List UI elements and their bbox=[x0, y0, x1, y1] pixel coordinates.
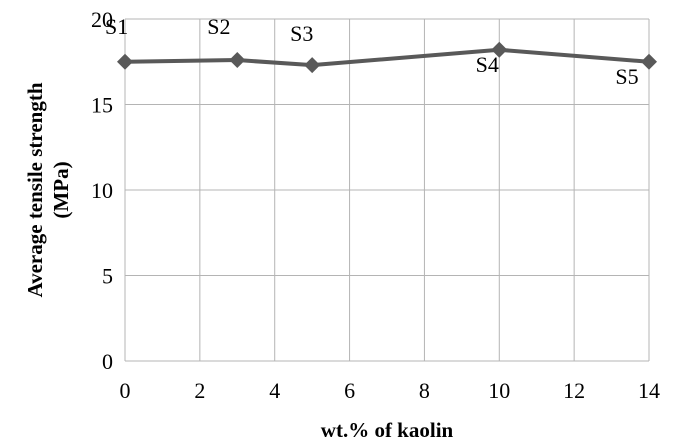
series bbox=[117, 41, 657, 74]
y-tick-label-20: 20 bbox=[91, 7, 113, 32]
data-point-S5 bbox=[641, 53, 657, 70]
x-axis-title: wt.% of kaolin bbox=[321, 418, 454, 442]
point-label-S2: S2 bbox=[207, 14, 230, 39]
y-axis-title-line-2: (MPa) bbox=[49, 161, 73, 218]
point-label-S1: S1 bbox=[105, 14, 128, 39]
data-point-S1 bbox=[117, 53, 133, 70]
y-tick-label-10: 10 bbox=[91, 178, 113, 203]
x-tick-label-8: 8 bbox=[419, 378, 430, 403]
x-tick-label-6: 6 bbox=[344, 378, 355, 403]
data-point-S2 bbox=[229, 52, 246, 69]
data-point-S3 bbox=[304, 57, 321, 74]
gridlines bbox=[124, 18, 650, 362]
data-point-S4 bbox=[491, 41, 508, 58]
y-tick-label-15: 15 bbox=[91, 93, 113, 118]
series-line-0 bbox=[124, 47, 650, 68]
x-tick-label-4: 4 bbox=[269, 378, 280, 403]
x-tick-label-14: 14 bbox=[638, 378, 660, 403]
y-tick-label-5: 5 bbox=[102, 264, 113, 289]
point-labels: S1 S2 S3 S4 S5 bbox=[105, 14, 639, 89]
point-label-S4: S4 bbox=[476, 52, 499, 77]
x-tick-label-0: 0 bbox=[120, 378, 131, 403]
x-tick-label-2: 2 bbox=[194, 378, 205, 403]
y-tick-label-0: 0 bbox=[102, 349, 113, 374]
tick-labels: 0 5 10 15 20 0 2 4 6 8 10 12 14 bbox=[91, 7, 660, 403]
point-label-S5: S5 bbox=[615, 64, 638, 89]
point-label-S3: S3 bbox=[290, 21, 313, 46]
x-tick-label-12: 12 bbox=[563, 378, 585, 403]
x-tick-label-10: 10 bbox=[488, 378, 510, 403]
y-axis-title-line-1: Average tensile strength bbox=[23, 82, 47, 297]
